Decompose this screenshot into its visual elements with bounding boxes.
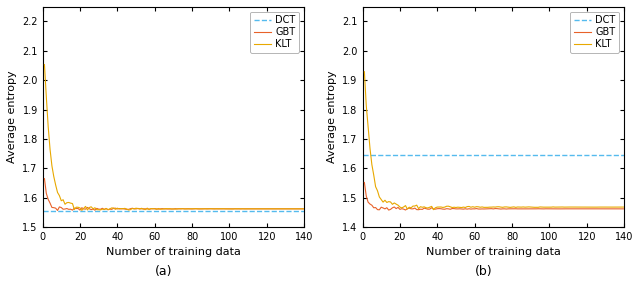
KLT: [429, 208, 437, 211]
GBT: [385, 209, 392, 212]
Text: (a): (a): [154, 265, 172, 278]
Line: KLT: KLT: [44, 65, 304, 210]
GBT: [50, 206, 58, 209]
GBT: [58, 206, 65, 209]
GBT: [54, 209, 61, 212]
KLT: [376, 195, 383, 199]
KLT: [78, 209, 86, 212]
Legend: DCT, GBT, KLT: DCT, GBT, KLT: [250, 12, 300, 53]
GBT: [492, 207, 499, 210]
Legend: DCT, GBT, KLT: DCT, GBT, KLT: [570, 12, 620, 53]
Line: GBT: GBT: [44, 179, 304, 210]
KLT: [50, 175, 58, 178]
GBT: [620, 207, 628, 210]
KLT: [618, 205, 626, 209]
KLT: [298, 207, 306, 210]
Line: GBT: GBT: [364, 182, 624, 210]
GBT: [300, 207, 308, 210]
KLT: [67, 201, 74, 205]
KLT: [300, 207, 308, 210]
KLT: [89, 207, 97, 210]
KLT: [360, 70, 368, 73]
KLT: [387, 200, 394, 204]
Y-axis label: Average entropy: Average entropy: [327, 71, 337, 163]
KLT: [620, 205, 628, 209]
Text: (b): (b): [474, 265, 492, 278]
KLT: [40, 63, 48, 66]
X-axis label: Number of training data: Number of training data: [426, 248, 561, 257]
GBT: [172, 207, 179, 210]
X-axis label: Number of training data: Number of training data: [106, 248, 241, 257]
KLT: [407, 206, 415, 209]
GBT: [370, 206, 378, 209]
GBT: [360, 181, 368, 184]
GBT: [68, 209, 76, 212]
GBT: [618, 207, 626, 210]
GBT: [376, 208, 383, 212]
GBT: [89, 207, 97, 211]
KLT: [56, 194, 63, 197]
KLT: [492, 205, 499, 209]
GBT: [298, 207, 306, 210]
GBT: [40, 177, 48, 180]
GBT: [409, 207, 417, 210]
GBT: [388, 206, 396, 210]
KLT: [370, 173, 378, 177]
KLT: [172, 207, 179, 211]
Y-axis label: Average entropy: Average entropy: [6, 71, 17, 163]
Line: KLT: KLT: [364, 72, 624, 210]
